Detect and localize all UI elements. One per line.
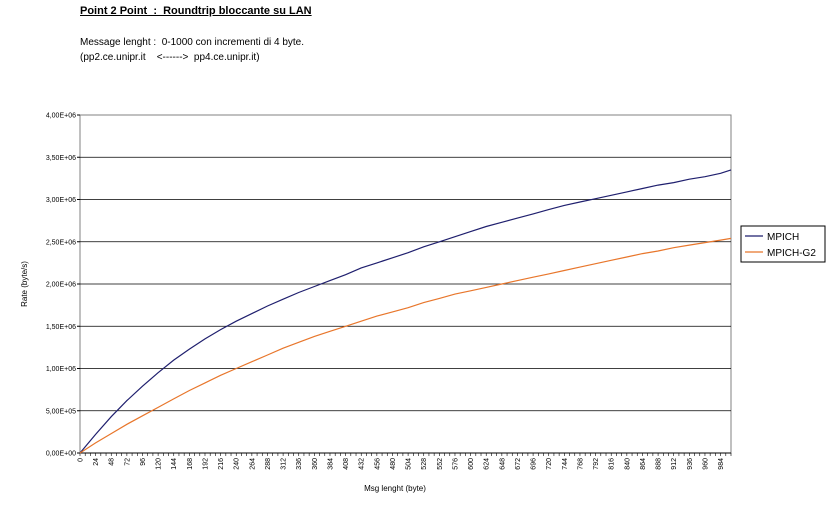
x-tick-label: 336 <box>296 458 303 470</box>
subtitle-hosts: (pp2.ce.unipr.it <------> pp4.ce.unipr.i… <box>80 52 260 63</box>
series-line-mpich <box>79 169 732 454</box>
x-tick-label: 264 <box>249 458 256 470</box>
x-tick-label: 792 <box>593 458 600 470</box>
x-tick-label: 936 <box>687 458 694 470</box>
x-tick-label: 480 <box>390 458 397 470</box>
x-tick-label: 624 <box>484 458 491 470</box>
x-tick-label: 744 <box>562 458 569 470</box>
x-tick-label: 984 <box>718 458 725 470</box>
x-tick-label: 528 <box>421 458 428 470</box>
x-tick-label: 240 <box>234 458 241 470</box>
legend-box <box>740 225 826 263</box>
x-tick-label: 648 <box>499 458 506 470</box>
y-tick-label: 4,00E+06 <box>46 113 76 120</box>
chart-title: Point 2 Point : Roundtrip bloccante su L… <box>80 5 312 17</box>
x-tick-label: 456 <box>374 458 381 470</box>
gridlines <box>80 156 731 412</box>
x-axis-title: Msg lenght (byte) <box>364 484 426 493</box>
x-tick-label: 96 <box>140 458 147 466</box>
x-tick-label: 48 <box>109 458 116 466</box>
x-tick-label: 24 <box>93 458 100 466</box>
y-axis-title: Rate (byte/s) <box>20 261 29 307</box>
x-tick-label: 552 <box>437 458 444 470</box>
x-tick-label: 0 <box>78 458 85 462</box>
x-tick-label: 720 <box>546 458 553 470</box>
legend-label-mpich-g2: MPICH-G2 <box>767 248 816 259</box>
x-tick-label: 408 <box>343 458 350 470</box>
y-tick-label: 5,00E+05 <box>46 408 76 415</box>
x-tick-label: 288 <box>265 458 272 470</box>
y-axis-ticks: 0,00E+00 5,00E+05 1,00E+06 1,50E+06 2,00E+06… <box>46 113 80 458</box>
x-tick-label: 912 <box>671 458 678 470</box>
x-tick-label: 168 <box>187 458 194 470</box>
x-tick-label: 216 <box>218 458 225 470</box>
legend: MPICH MPICH-G2 <box>740 225 826 263</box>
x-tick-label: 192 <box>202 458 209 470</box>
x-tick-label: 360 <box>312 458 319 470</box>
x-tick-label: 960 <box>702 458 709 470</box>
subtitle-message-length: Message lenght : 0-1000 con incrementi d… <box>80 37 305 48</box>
x-tick-label: 768 <box>577 458 584 470</box>
x-tick-label: 696 <box>531 458 538 470</box>
x-tick-label: 504 <box>406 458 413 470</box>
y-tick-label: 1,50E+06 <box>46 324 76 331</box>
x-tick-label: 120 <box>156 458 163 470</box>
x-tick-label: 144 <box>171 458 178 470</box>
x-tick-label: 72 <box>124 458 131 466</box>
x-tick-label: 840 <box>624 458 631 470</box>
x-tick-label: 816 <box>609 458 616 470</box>
series-lines <box>79 169 732 454</box>
x-tick-label: 312 <box>281 458 288 470</box>
y-tick-label: 0,00E+00 <box>46 451 76 458</box>
x-tick-label: 432 <box>359 458 366 470</box>
x-tick-label: 672 <box>515 458 522 470</box>
y-tick-label: 3,50E+06 <box>46 155 76 162</box>
legend-label-mpich: MPICH <box>767 232 799 243</box>
y-tick-label: 1,00E+06 <box>46 366 76 373</box>
y-tick-label: 3,00E+06 <box>46 197 76 204</box>
x-axis-ticks: 0 24 48 72 96 120 144 168 192 216 240 264 288 312 336 3… <box>78 452 732 470</box>
x-tick-label: 384 <box>327 458 334 470</box>
y-tick-label: 2,00E+06 <box>46 282 76 289</box>
x-tick-label: 888 <box>656 458 663 470</box>
series-line-mpich-g2 <box>79 237 732 454</box>
y-tick-label: 2,50E+06 <box>46 239 76 246</box>
x-tick-label: 864 <box>640 458 647 470</box>
x-tick-label: 576 <box>452 458 459 470</box>
x-tick-label: 600 <box>468 458 475 470</box>
